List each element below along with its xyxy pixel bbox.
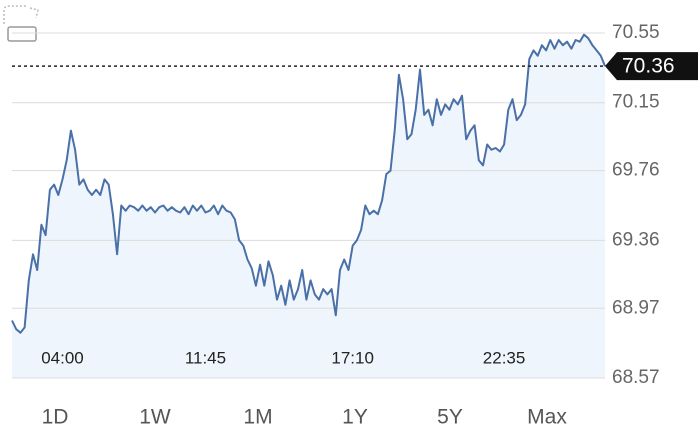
price-badge-label: 70.36: [622, 55, 675, 78]
price-line: [11, 33, 606, 334]
x-tick-label: 04:00: [41, 348, 84, 367]
y-tick-label: 69.76: [612, 160, 660, 181]
y-tick-label: 70.15: [612, 92, 660, 113]
x-tick-label: 11:45: [185, 348, 226, 367]
range-button[interactable]: Max: [527, 406, 567, 429]
y-tick-label: 68.57: [612, 367, 660, 388]
icon: [3, 5, 39, 42]
range-button[interactable]: 1W: [139, 406, 171, 429]
range-button[interactable]: 1M: [243, 406, 272, 429]
range-button[interactable]: 5Y: [437, 406, 463, 429]
range-button[interactable]: 1D: [42, 406, 69, 429]
y-tick-label: 70.55: [612, 22, 660, 43]
range-button[interactable]: 1Y: [342, 406, 368, 429]
y-tick-label: 68.97: [612, 297, 660, 318]
x-tick-label: 22:35: [483, 348, 526, 367]
y-tick-label: 69.36: [612, 229, 660, 250]
price-badge: [605, 52, 698, 81]
area: [12, 34, 605, 378]
x-tick-label: 17:10: [331, 348, 374, 367]
